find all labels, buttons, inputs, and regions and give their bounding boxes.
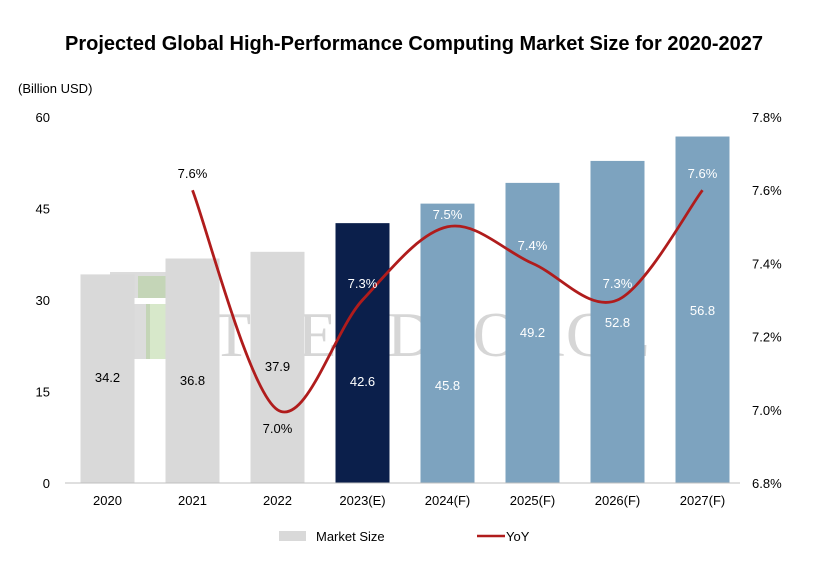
- bar-value-label: 49.2: [520, 325, 545, 340]
- x-tick-label: 2025(F): [510, 493, 556, 508]
- bar-value-label: 52.8: [605, 315, 630, 330]
- bar-value-label: 42.6: [350, 374, 375, 389]
- yoy-value-label: 7.3%: [348, 276, 378, 291]
- x-tick-label: 2020: [93, 493, 122, 508]
- yoy-value-label: 7.6%: [178, 166, 208, 181]
- right-y-tick-label: 6.8%: [752, 476, 782, 491]
- legend: Market Size YoY: [279, 529, 530, 544]
- bar-series: [80, 136, 730, 484]
- x-axis-tick-labels: 2020 2021 2022 2023(E) 2024(F) 2025(F) 2026(F)…: [93, 493, 725, 508]
- bar-2026(F): [590, 160, 645, 484]
- left-y-tick-label: 0: [43, 476, 50, 491]
- yoy-data-labels: 7.6% 7.0% 7.3% 7.5% 7.4% 7.3% 7.6%: [178, 166, 718, 436]
- x-tick-label: 2023(E): [339, 493, 385, 508]
- bar-value-label: 56.8: [690, 303, 715, 318]
- left-y-tick-label: 15: [36, 385, 50, 400]
- yoy-line: [191, 189, 704, 414]
- yoy-value-label: 7.0%: [263, 421, 293, 436]
- bar-2020: [80, 274, 135, 483]
- bar-value-label: 34.2: [95, 370, 120, 385]
- legend-yoy-label: YoY: [506, 529, 530, 544]
- legend-market-size-swatch: [279, 531, 306, 541]
- left-y-tick-label: 60: [36, 110, 50, 125]
- bar-data-labels: 34.2 36.8 37.9 42.6 45.8 49.2 52.8 56.8: [95, 303, 715, 393]
- bar-2023(E): [335, 223, 390, 483]
- right-y-tick-label: 7.2%: [752, 330, 782, 345]
- right-y-tick-label: 7.0%: [752, 403, 782, 418]
- bar-2027(F): [675, 136, 730, 483]
- yoy-line-series: [191, 189, 704, 414]
- x-tick-label: 2022: [263, 493, 292, 508]
- yoy-value-label: 7.3%: [603, 276, 633, 291]
- y-axis-unit-label: (Billion USD): [18, 81, 92, 96]
- left-y-axis-tick-labels: 0 15 30 45 60: [36, 110, 50, 491]
- legend-market-size-label: Market Size: [316, 529, 385, 544]
- right-y-tick-label: 7.6%: [752, 183, 782, 198]
- bar-2025(F): [505, 182, 560, 483]
- chart-title: Projected Global High-Performance Comput…: [65, 33, 763, 55]
- x-tick-label: 2027(F): [680, 493, 726, 508]
- right-y-tick-label: 7.4%: [752, 256, 782, 271]
- right-y-axis-tick-labels: 6.8% 7.0% 7.2% 7.4% 7.6% 7.8%: [752, 110, 782, 491]
- yoy-value-label: 7.6%: [688, 166, 718, 181]
- left-y-tick-label: 30: [36, 293, 50, 308]
- bar-value-label: 37.9: [265, 359, 290, 374]
- bar-value-label: 36.8: [180, 373, 205, 388]
- bar-2022: [250, 251, 305, 483]
- yoy-value-label: 7.4%: [518, 238, 548, 253]
- right-y-tick-label: 7.8%: [752, 110, 782, 125]
- bar-value-label: 45.8: [435, 378, 460, 393]
- x-tick-label: 2024(F): [425, 493, 471, 508]
- bar-2021: [165, 258, 220, 483]
- yoy-value-label: 7.5%: [433, 207, 463, 222]
- x-tick-label: 2026(F): [595, 493, 641, 508]
- x-tick-label: 2021: [178, 493, 207, 508]
- bar-2024(F): [420, 203, 475, 483]
- left-y-tick-label: 45: [36, 202, 50, 217]
